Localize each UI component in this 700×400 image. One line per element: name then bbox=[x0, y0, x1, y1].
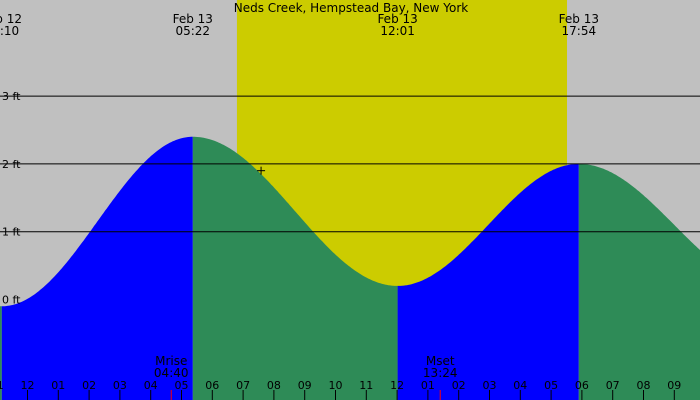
extreme-date-label: Feb 13 bbox=[559, 12, 599, 26]
x-tick-label: 04 bbox=[144, 379, 158, 392]
x-tick-label: 09 bbox=[667, 379, 681, 392]
x-tick-label: 12 bbox=[390, 379, 404, 392]
x-tick-label: 02 bbox=[452, 379, 466, 392]
extreme-date-label: Feb 13 bbox=[173, 12, 213, 26]
x-tick-label: 08 bbox=[267, 379, 281, 392]
moon-event-time: 13:24 bbox=[423, 366, 458, 380]
extreme-time-label: 05:22 bbox=[175, 24, 210, 38]
x-tick-label: 06 bbox=[575, 379, 589, 392]
x-tick-label: 11 bbox=[359, 379, 373, 392]
extreme-time-label: 17:54 bbox=[562, 24, 597, 38]
x-tick-label: 07 bbox=[606, 379, 620, 392]
tide-areas bbox=[0, 136, 700, 400]
chart-title: Neds Creek, Hempstead Bay, New York bbox=[234, 1, 469, 15]
x-tick-label: 08 bbox=[637, 379, 651, 392]
y-tick-label: 2 ft bbox=[2, 158, 21, 171]
y-tick-label: 0 ft bbox=[2, 294, 21, 307]
x-tick-label: 04 bbox=[513, 379, 527, 392]
moon-event-time: 04:40 bbox=[154, 366, 189, 380]
y-tick-label: 1 ft bbox=[2, 226, 21, 239]
rising-tide-area bbox=[397, 163, 579, 400]
grid-lines bbox=[0, 95, 700, 233]
x-tick-label: 01 bbox=[421, 379, 435, 392]
y-axis-labels: 3 ft 2 ft 1 ft 0 ft bbox=[2, 90, 21, 306]
moon-event-label: Mrise bbox=[155, 354, 187, 368]
extreme-time-label: 23:10 bbox=[0, 24, 19, 38]
extreme-time-label: 12:01 bbox=[380, 24, 415, 38]
x-tick-label: 03 bbox=[113, 379, 127, 392]
x-tick-label: 09 bbox=[298, 379, 312, 392]
falling-tide-area bbox=[192, 136, 398, 400]
falling-tide-area bbox=[0, 306, 2, 400]
x-tick-label: 05 bbox=[544, 379, 558, 392]
x-tick-label: 03 bbox=[483, 379, 497, 392]
x-tick-label: 10 bbox=[329, 379, 343, 392]
extreme-date-label: Feb 13 bbox=[377, 12, 417, 26]
x-tick-label: 02 bbox=[82, 379, 96, 392]
x-tick-label: 12 bbox=[21, 379, 35, 392]
falling-tide-area bbox=[578, 163, 700, 400]
x-tick-label: 06 bbox=[205, 379, 219, 392]
extreme-date-label: Feb 12 bbox=[0, 12, 22, 26]
x-tick-label: 01 bbox=[51, 379, 65, 392]
x-tick-label: 05 bbox=[175, 379, 189, 392]
x-tick-label: 07 bbox=[236, 379, 250, 392]
x-axis: 11 12 01 02 03 04 05 06 07 08 09 10 11 12 01 02 03 04 05 06… bbox=[0, 379, 681, 400]
x-tick-label: 11 bbox=[0, 379, 4, 392]
current-marker bbox=[257, 166, 266, 175]
moon-event-label: Mset bbox=[426, 354, 455, 368]
y-tick-label: 3 ft bbox=[2, 90, 21, 103]
rising-tide-area bbox=[1, 136, 193, 400]
